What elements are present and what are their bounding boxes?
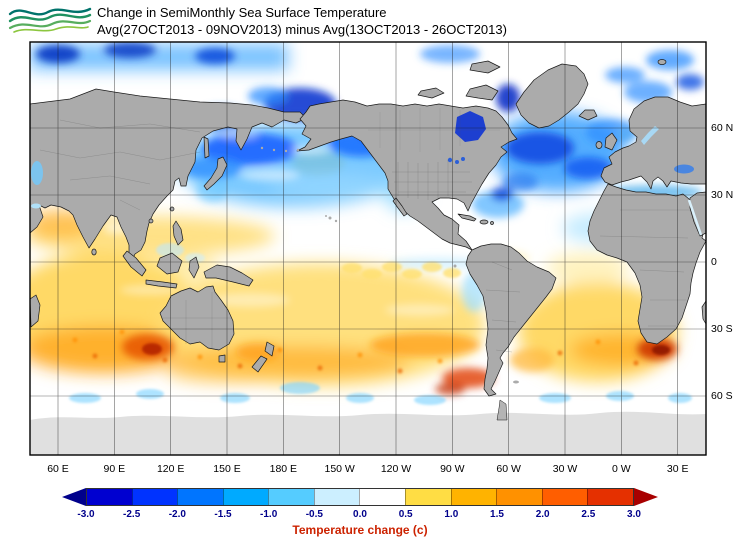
lon-tick-label: 120 E: [156, 463, 185, 475]
colorbar-tick-label: 1.5: [490, 509, 504, 520]
caspian-sea: [31, 161, 43, 185]
colorbar-tick-label: 0.0: [353, 509, 367, 520]
land-svalbard: [657, 59, 667, 65]
colorbar-segment: [405, 489, 451, 505]
colorbar-segment: [87, 489, 132, 505]
country-state-borders: [39, 108, 690, 353]
inland-water-layer: [31, 111, 703, 236]
figure-header: Change in SemiMonthly Sea Surface Temper…: [97, 5, 507, 38]
colorbar-ticks: -3.0 -2.5 -2.0 -1.5 -1.0 -0.5 0.0 0.5 1.0 1.5 2.0 2…: [62, 509, 658, 522]
lat-tick-label: 0: [711, 256, 717, 268]
antarctic-peninsula: [496, 399, 508, 421]
colorbar-segment: [450, 489, 497, 505]
land-madagascar-west-sliver: [30, 294, 41, 328]
colorbar-tick-label: -1.5: [214, 509, 232, 520]
lat-tick-label: 30 N: [711, 189, 734, 201]
land-africa: [587, 183, 706, 345]
colorbar-tick-label: -1.0: [260, 509, 278, 520]
baltic-sea: [641, 126, 659, 145]
colorbar-segment: [587, 489, 633, 505]
grid-layer: [30, 42, 706, 455]
islands-arctic-canada: [417, 60, 501, 101]
land-greenland: [515, 63, 589, 129]
land-philippines: [172, 220, 184, 246]
colorbar-right-arrow: [634, 488, 658, 506]
colorbar-caption: Temperature change (c): [292, 523, 428, 537]
colorbar-segment: [131, 489, 178, 505]
land-britain: [604, 132, 618, 151]
colorbar-tick-label: -3.0: [77, 509, 95, 520]
colorbar-segment: [268, 489, 314, 505]
colorbar-tick-label: 3.0: [627, 509, 641, 520]
lon-tick-label: 180 E: [269, 463, 298, 475]
land-sakhalin: [203, 136, 210, 159]
colorbar-segments: [86, 488, 634, 506]
land-tasmania: [218, 354, 226, 363]
land-madagascar-east-sliver: [701, 300, 706, 325]
colorbar-tick-label: 0.5: [398, 509, 413, 520]
land-eurasia: [30, 88, 307, 261]
lon-tick-label: 120 W: [380, 463, 412, 475]
persian-gulf: [31, 203, 41, 209]
colorbar-segment: [177, 489, 223, 505]
lon-tick-label: 30 E: [666, 463, 689, 475]
land-japan: [203, 156, 228, 191]
islands-caribbean: [457, 213, 494, 225]
ice-layer: [30, 399, 706, 455]
figure-title: Change in SemiMonthly Sea Surface Temper…: [97, 5, 387, 20]
lon-tick-label: 0 W: [612, 463, 631, 475]
colorbar-tick-label: 1.0: [444, 509, 459, 520]
lon-tick-label: 30 W: [552, 463, 578, 475]
figure-subtitle: Avg(27OCT2013 - 09NOV2013) minus Avg(13O…: [97, 21, 507, 37]
colorbar-tick-label: 2.0: [535, 509, 550, 520]
islands-pacific: [260, 146, 519, 384]
land-ireland: [595, 141, 603, 149]
lat-tick-label: 60 N: [711, 122, 734, 134]
anomaly-speckles: [69, 243, 692, 405]
hudson-bay: [455, 111, 486, 142]
lon-tick-label: 90 W: [440, 463, 465, 475]
lon-tick-label: 60 W: [496, 463, 521, 475]
land-new-zealand: [251, 341, 275, 373]
red-sea: [687, 199, 703, 236]
colorbar-left-arrow: [62, 488, 86, 506]
land-iceland: [578, 109, 598, 121]
land-baja: [392, 197, 408, 217]
lon-tick-label: 90 E: [103, 463, 126, 475]
colorbar-segment: [359, 489, 406, 505]
colorbar-tick-label: 2.5: [581, 509, 596, 520]
colorbar-segment: [313, 489, 360, 505]
lon-tick-label: 60 E: [47, 463, 69, 475]
lon-tick-label: 150 E: [213, 463, 241, 475]
colorbar-segment: [222, 489, 269, 505]
colorbar-bar: [62, 488, 658, 506]
land-arabia-east: [689, 191, 706, 237]
colorbar-tick-label: -0.5: [305, 509, 323, 520]
map-border: [29, 41, 707, 456]
colorbar-tick-label: -2.0: [168, 509, 186, 520]
lat-tick-label: 60 S: [711, 390, 733, 402]
black-sea: [674, 164, 694, 174]
colorbar-segment: [541, 489, 588, 505]
colorbar-segment: [496, 489, 542, 505]
agency-wave-logo: [8, 7, 92, 33]
lat-tick-label: 30 S: [711, 323, 733, 335]
great-lakes: [447, 157, 465, 164]
colorbar-tick-label: -2.5: [123, 509, 141, 520]
lon-tick-label: 150 W: [324, 463, 355, 475]
